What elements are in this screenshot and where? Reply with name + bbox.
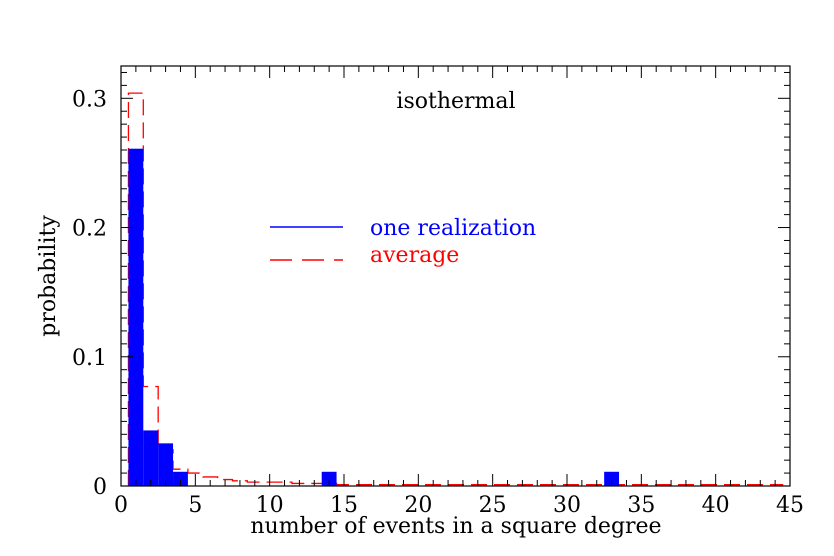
x-tick-label: 40 xyxy=(702,493,730,518)
y-tick-label: 0.1 xyxy=(72,346,107,371)
y-tick-label: 0 xyxy=(93,475,107,500)
legend: one realization average xyxy=(270,216,536,268)
chart-title: isothermal xyxy=(396,89,515,114)
y-tick-label: 0.2 xyxy=(72,217,107,242)
average-step-line xyxy=(127,92,784,486)
legend-label-one-realization: one realization xyxy=(370,216,536,241)
plot-frame xyxy=(120,65,791,487)
x-tick-label: 10 xyxy=(256,493,284,518)
x-tick-label: 30 xyxy=(553,493,581,518)
bar-one-realization-2 xyxy=(143,430,159,486)
bar-one-realization-14 xyxy=(321,471,337,486)
x-tick-label: 25 xyxy=(479,493,507,518)
y-tick-label: 0.3 xyxy=(72,87,107,112)
x-tick-label: 15 xyxy=(330,493,358,518)
x-tick-label: 0 xyxy=(114,493,128,518)
x-tick-label: 45 xyxy=(776,493,804,518)
one-realization-series xyxy=(128,148,620,486)
bar-one-realization-4 xyxy=(173,471,188,486)
x-tick-label: 20 xyxy=(404,493,432,518)
axis-ticks xyxy=(120,66,791,487)
bar-one-realization-33 xyxy=(604,471,620,486)
y-axis-label: probability xyxy=(36,215,61,337)
x-tick-label: 35 xyxy=(627,493,655,518)
legend-label-average: average xyxy=(370,243,459,268)
tick-labels: 0 5 10 15 20 25 30 35 40 45 0 0.1 0.2 0.3 xyxy=(72,87,804,518)
x-tick-label: 5 xyxy=(188,493,202,518)
bar-one-realization-1 xyxy=(128,148,144,486)
average-series xyxy=(127,92,784,486)
x-axis-label: number of events in a square degree xyxy=(250,514,661,539)
bar-one-realization-3 xyxy=(158,443,174,486)
